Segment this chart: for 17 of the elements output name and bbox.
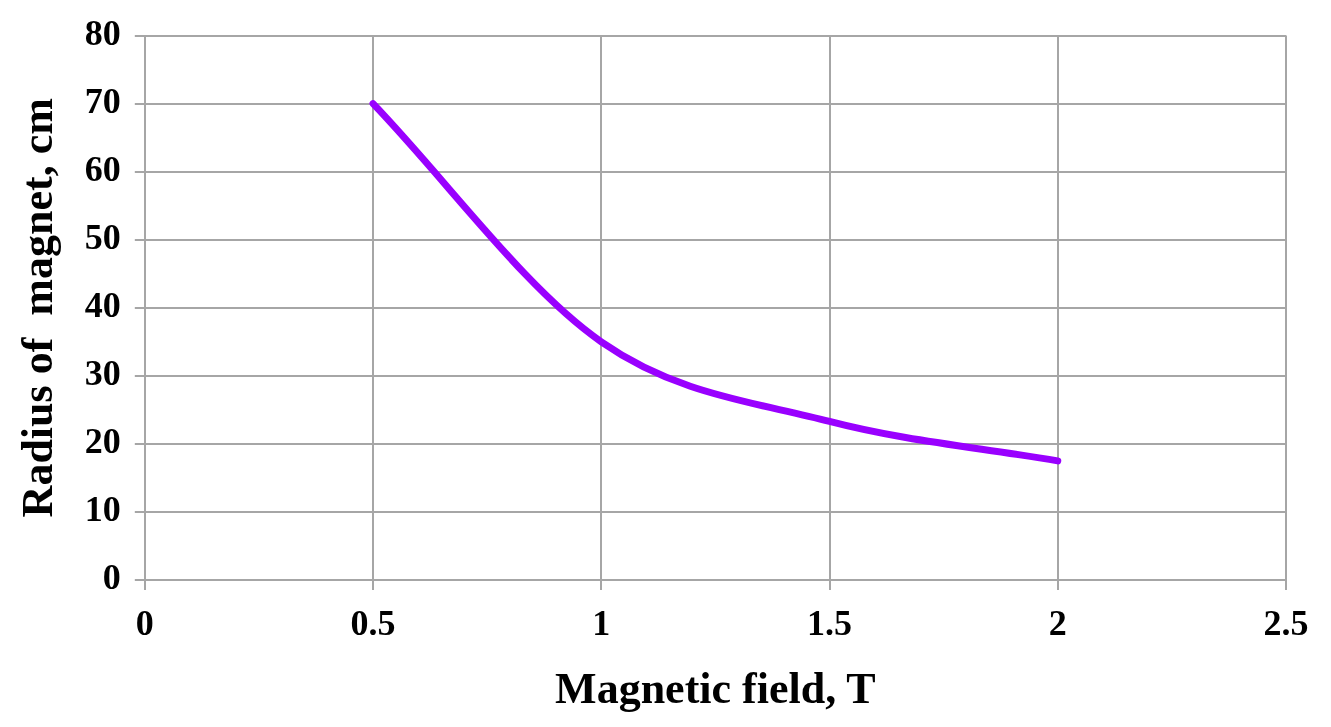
x-tick-label: 2 bbox=[1048, 602, 1067, 643]
x-tick-label: 0.5 bbox=[350, 602, 396, 643]
y-tick-label: 60 bbox=[84, 149, 121, 189]
y-tick-label: 30 bbox=[84, 353, 121, 394]
y-tick-label: 40 bbox=[84, 285, 121, 326]
x-tick-label: 1.5 bbox=[807, 602, 853, 643]
x-tick-label: 2.5 bbox=[1263, 602, 1309, 643]
x-tick-label: 0 bbox=[135, 602, 154, 643]
y-tick-label: 0 bbox=[102, 557, 121, 598]
y-tick-label: 80 bbox=[84, 12, 121, 53]
y-axis-title: Radius of magnet, cm bbox=[12, 98, 62, 518]
x-tick-label: 1 bbox=[592, 602, 611, 643]
y-tick-label: 10 bbox=[84, 489, 121, 530]
y-tick-label: 50 bbox=[84, 217, 121, 258]
y-tick-label: 20 bbox=[84, 421, 121, 462]
y-tick-label: 70 bbox=[84, 80, 121, 121]
x-axis-title: Magnetic field, T bbox=[555, 663, 876, 713]
